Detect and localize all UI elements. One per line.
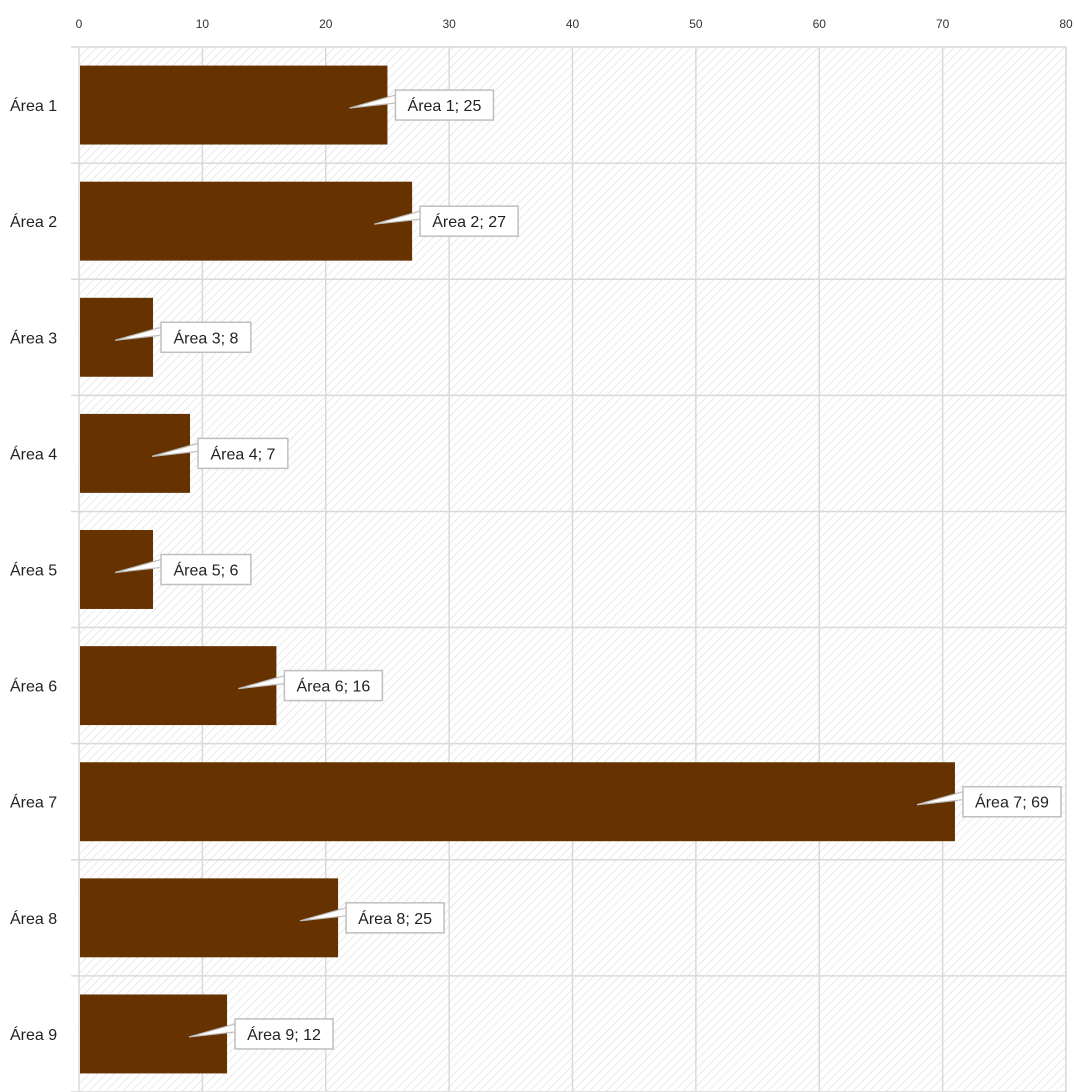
x-tick-label: 60 — [813, 17, 827, 31]
category-label: Área 6 — [10, 677, 57, 696]
data-label: Área 8; 25 — [358, 909, 432, 928]
category-label: Área 3 — [10, 328, 57, 347]
category-label: Área 2 — [10, 212, 57, 231]
data-label-box — [234, 1018, 334, 1050]
data-labels: Área 1; 25 Área 2; 27 Área 3; 8 Área 4; 7 Ár… — [114, 89, 1062, 1050]
data-label-box — [962, 785, 1062, 818]
bar — [80, 646, 277, 726]
bar — [80, 878, 339, 958]
category-label: Área 8 — [10, 909, 57, 928]
x-tick-label: 40 — [566, 17, 580, 31]
data-label-box — [197, 437, 289, 470]
data-label: Área 6; 16 — [296, 677, 370, 696]
bars — [80, 65, 955, 1074]
x-tick-label: 10 — [196, 17, 210, 31]
x-tick-label: 50 — [689, 17, 703, 31]
x-tick-label: 30 — [442, 17, 456, 31]
x-tick-label: 0 — [76, 17, 83, 31]
data-label: Área 5; 6 — [173, 561, 238, 580]
data-label: Área 2; 27 — [432, 212, 506, 231]
bar — [80, 65, 388, 145]
data-label-box — [283, 669, 384, 702]
data-label-box — [160, 321, 252, 354]
data-label: Área 3; 8 — [173, 328, 238, 347]
x-tick-label: 70 — [936, 17, 950, 31]
category-label: Área 5 — [10, 561, 57, 580]
data-label-box — [345, 902, 445, 934]
category-label: Área 7 — [10, 793, 57, 812]
bar — [80, 762, 955, 842]
data-label-box — [419, 205, 519, 237]
data-label: Área 1; 25 — [408, 96, 482, 115]
x-tick-label: 80 — [1059, 17, 1073, 31]
data-label: Área 7; 69 — [975, 793, 1049, 812]
data-label: Área 4; 7 — [210, 444, 275, 463]
bar — [80, 181, 413, 261]
data-label-box — [394, 89, 495, 121]
category-label: Área 1 — [10, 96, 57, 115]
x-axis: 0 10 20 30 40 50 60 70 80 — [76, 17, 1073, 31]
data-label-box — [160, 553, 252, 586]
category-label: Área 4 — [10, 444, 57, 463]
data-label: Área 9; 12 — [247, 1025, 321, 1044]
x-tick-label: 20 — [319, 17, 333, 31]
y-axis: Área 1 Área 2 Área 3 Área 4 Área 5 Área 6 Área… — [10, 96, 57, 1044]
category-label: Área 9 — [10, 1025, 57, 1044]
